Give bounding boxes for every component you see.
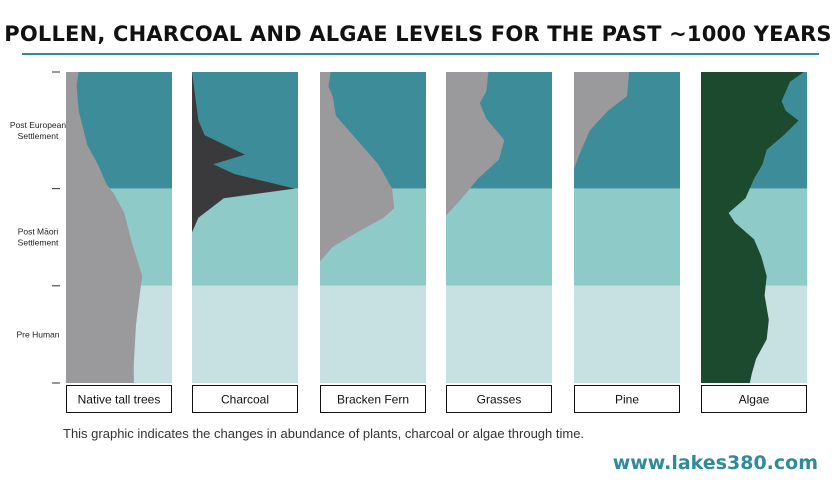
panel-band-1-2 — [192, 285, 298, 383]
panel-label-box-1 — [192, 385, 298, 413]
profile-area-4 — [574, 72, 630, 383]
panel-band-2-2 — [320, 285, 426, 383]
panel-label-box-2 — [320, 385, 426, 413]
period-label-2: Pre Human — [17, 329, 60, 339]
panel-band-3-2 — [446, 285, 552, 383]
panel-band-4-2 — [574, 285, 680, 383]
panel-band-3-1 — [446, 188, 552, 286]
panel-label-0: Native tall trees — [78, 393, 161, 407]
profile-area-3 — [446, 72, 505, 383]
panel-label-4: Pine — [615, 393, 639, 407]
period-label-1: Post Māori — [18, 227, 59, 237]
website-link[interactable]: www.lakes380.com — [612, 452, 818, 474]
period-label-0: Post European — [10, 120, 67, 130]
profile-area-1 — [192, 72, 295, 383]
panel-label-box-3 — [446, 385, 552, 413]
title-divider — [22, 53, 819, 55]
profile-area-5 — [701, 72, 804, 383]
panel-label-box-4 — [574, 385, 680, 413]
chart-title: POLLEN, CHARCOAL AND ALGAE LEVELS FOR TH… — [4, 22, 832, 46]
caption: This graphic indicates the changes in ab… — [63, 426, 585, 441]
panel-label-2: Bracken Fern — [337, 393, 409, 407]
panel-label-box-0 — [66, 385, 172, 413]
panel-label-box-5 — [701, 385, 807, 413]
period-label-1: Settlement — [18, 238, 59, 248]
panel-band-4-1 — [574, 188, 680, 286]
profile-area-2 — [320, 72, 395, 383]
panel-label-3: Grasses — [477, 393, 522, 407]
panel-label-5: Algae — [739, 393, 770, 407]
profile-area-0 — [66, 72, 143, 383]
period-label-0: Settlement — [18, 131, 59, 141]
panel-label-1: Charcoal — [221, 393, 269, 407]
